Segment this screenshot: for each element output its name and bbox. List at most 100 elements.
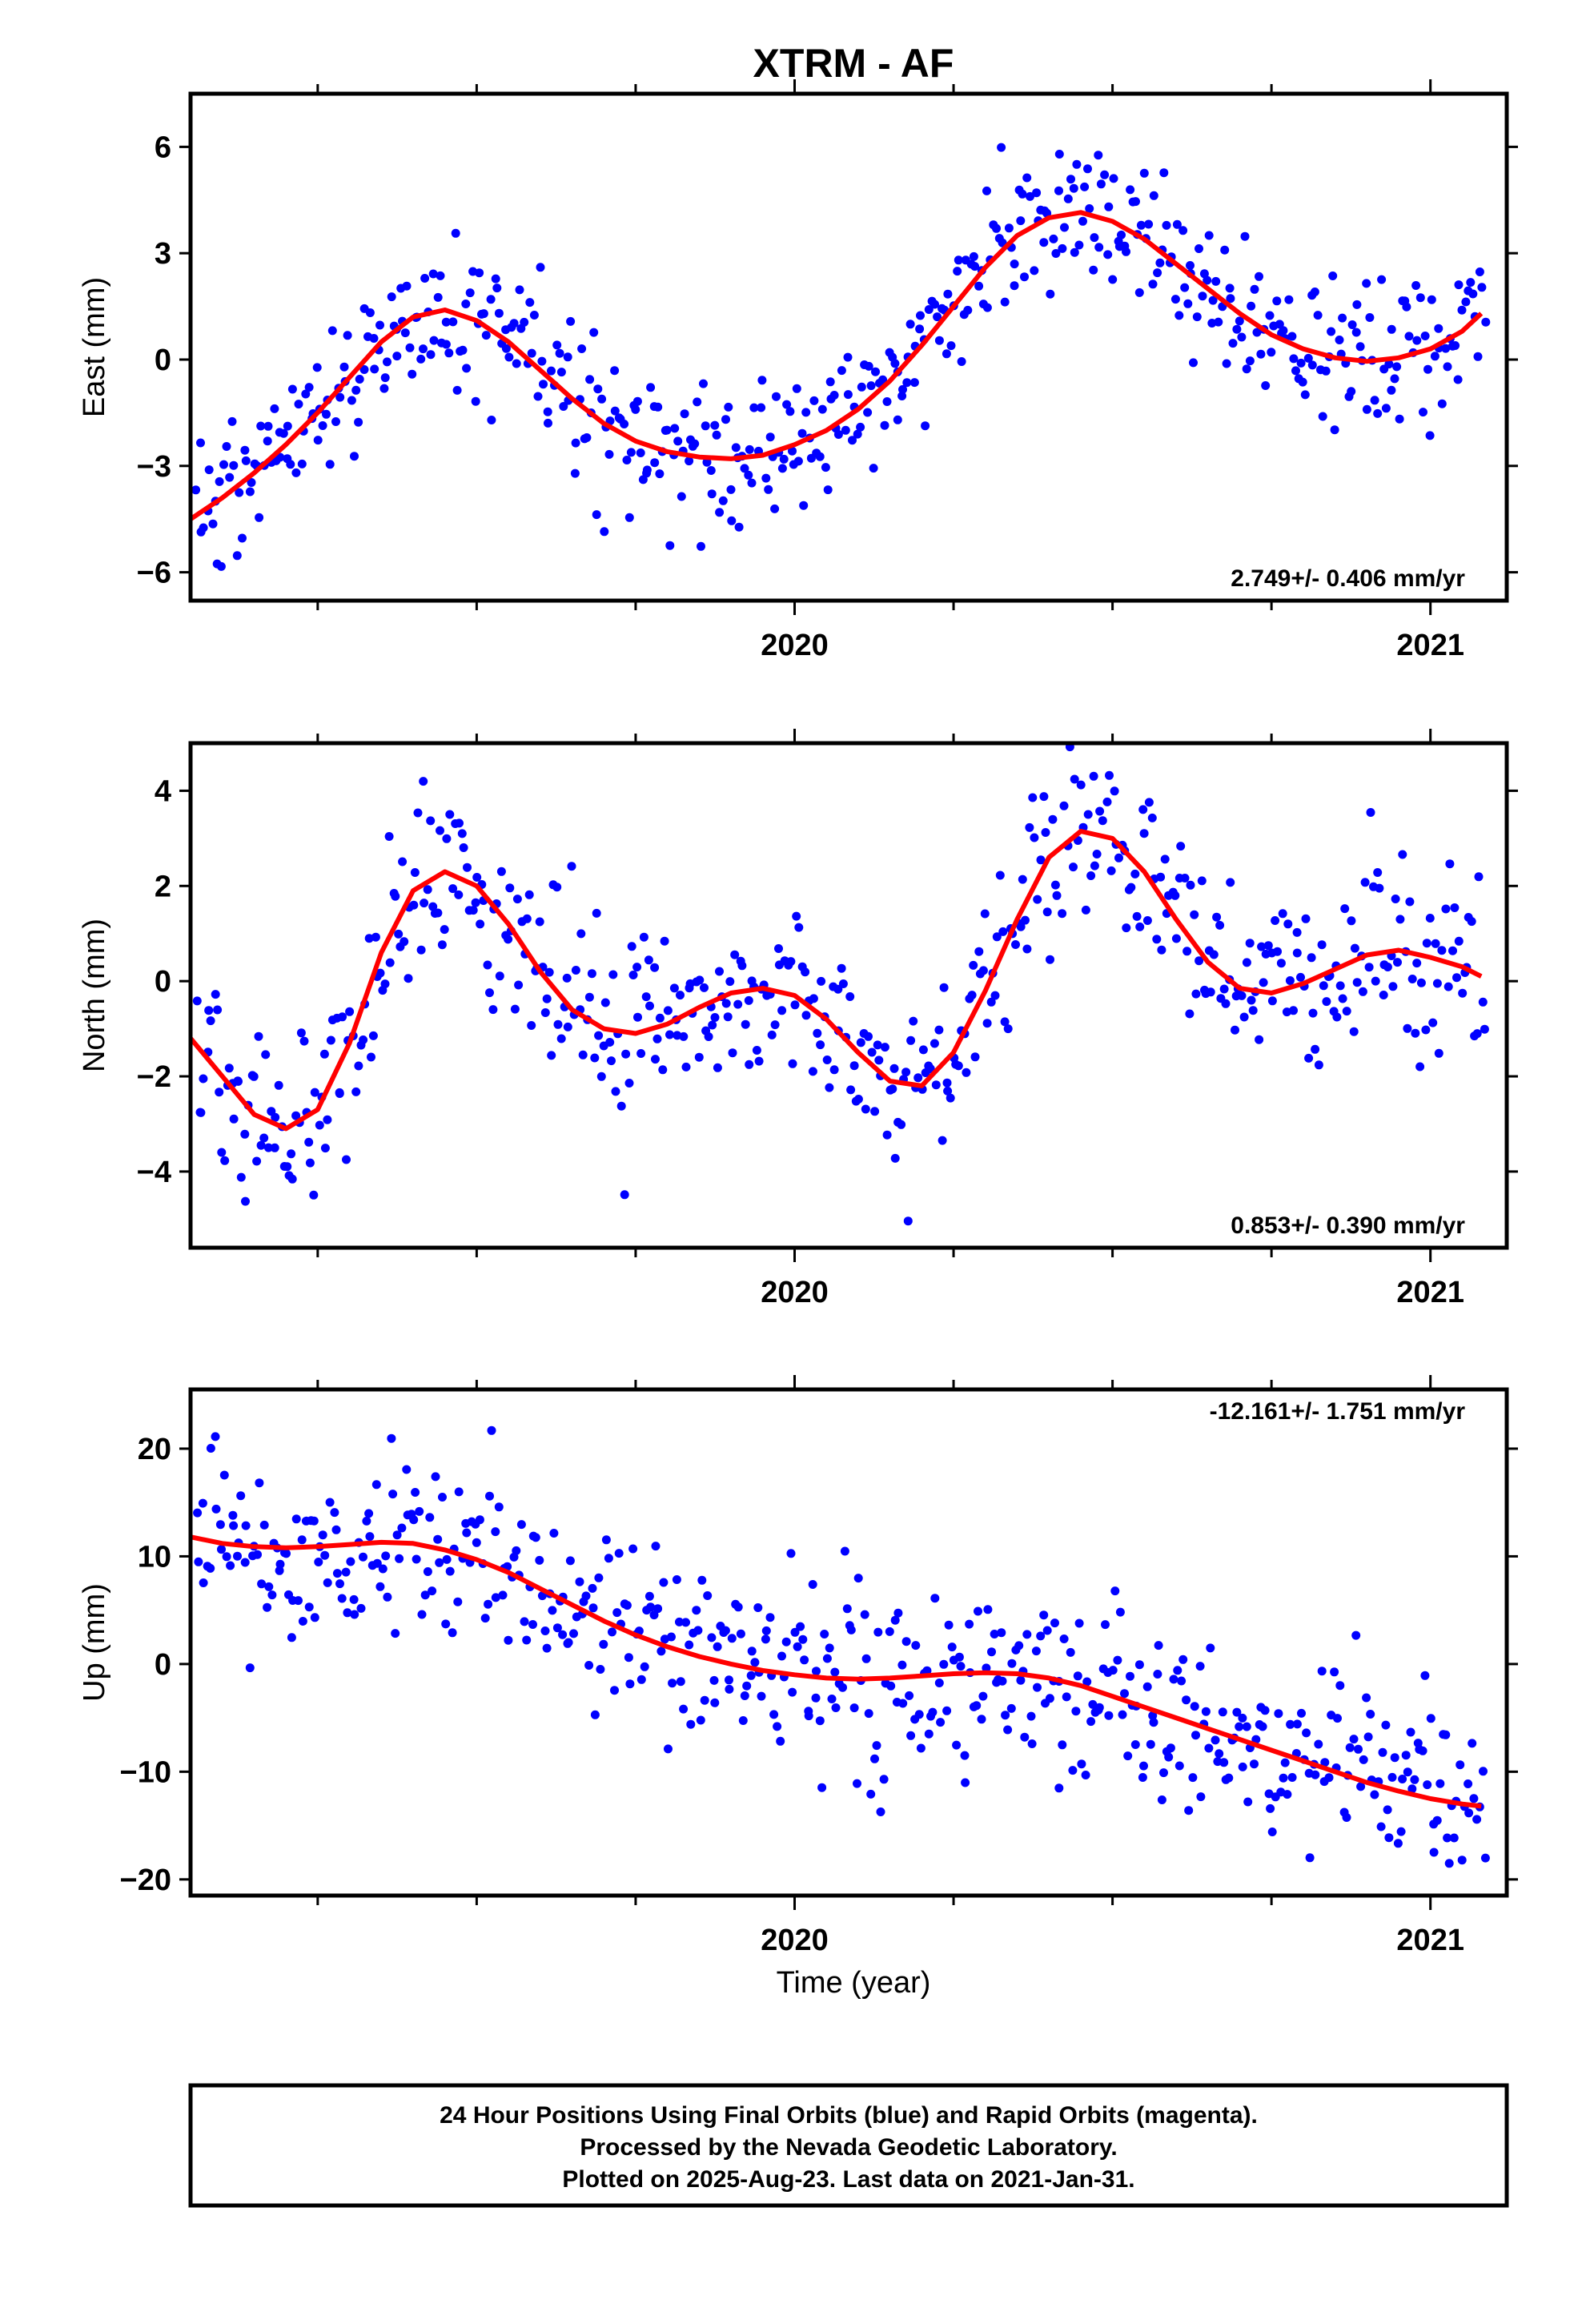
east-data-point <box>863 408 873 417</box>
east-data-point <box>570 468 580 478</box>
up-data-point <box>1342 1813 1351 1822</box>
east-data-point <box>1228 339 1238 348</box>
east-data-point <box>383 357 391 367</box>
north-data-point <box>620 1190 629 1200</box>
north-data-point <box>822 1055 832 1064</box>
north-data-point <box>375 968 385 978</box>
up-data-point <box>1149 1718 1158 1727</box>
east-data-point <box>322 409 331 419</box>
east-data-point <box>946 341 956 351</box>
east-data-point <box>283 421 292 431</box>
up-data-point <box>890 1615 900 1625</box>
north-data-point <box>587 969 596 979</box>
east-data-point <box>380 373 390 383</box>
north-data-point <box>650 963 660 972</box>
north-data-point <box>1190 910 1199 919</box>
east-data-point <box>1066 175 1075 184</box>
north-data-point <box>1278 909 1287 919</box>
north-data-point <box>1467 917 1476 927</box>
up-data-point <box>594 1573 604 1582</box>
north-data-point <box>1412 959 1422 968</box>
north-data-point <box>816 1040 825 1050</box>
north-data-point <box>234 1076 243 1086</box>
east-data-point <box>1370 396 1379 405</box>
east-data-point <box>1481 317 1491 327</box>
up-data-point <box>1164 1752 1174 1762</box>
east-data-point <box>1430 352 1439 361</box>
up-data-point <box>1311 1770 1320 1779</box>
east-data-point <box>815 452 825 461</box>
east-data-point <box>294 400 303 409</box>
up-data-point <box>1177 1676 1186 1686</box>
north-data-point <box>1448 946 1457 955</box>
up-data-point <box>415 1506 424 1516</box>
east-data-point <box>1245 356 1255 366</box>
up-data-point <box>309 1516 319 1526</box>
east-fit-curve <box>191 210 1484 521</box>
north-data-point <box>853 1095 863 1104</box>
up-data-point <box>1173 1666 1182 1675</box>
east-data-point <box>1256 349 1266 359</box>
up-data-point <box>442 1554 452 1564</box>
up-data-point <box>381 1551 391 1561</box>
east-data-point <box>471 396 480 406</box>
north-data-point <box>786 957 796 967</box>
up-data-point <box>549 1529 559 1538</box>
up-data-point <box>1154 1641 1163 1651</box>
north-data-point <box>1349 1027 1359 1036</box>
east-data-point <box>1198 292 1207 301</box>
north-data-point <box>1416 978 1426 987</box>
up-data-point <box>1195 1662 1205 1671</box>
east-data-point <box>405 343 415 352</box>
up-data-point <box>738 1716 748 1725</box>
north-ytick-label: 0 <box>155 965 171 999</box>
north-data-point <box>1101 724 1110 733</box>
up-data-point <box>672 1575 681 1584</box>
north-data-point <box>1122 923 1131 933</box>
up-data-point <box>1349 1735 1359 1744</box>
north-data-point <box>416 945 426 955</box>
north-data-point <box>880 1043 889 1052</box>
up-data-point <box>679 1704 689 1714</box>
up-data-point <box>601 1535 611 1545</box>
north-data-point <box>1231 1025 1239 1035</box>
x-axis-label: Time (year) <box>777 1966 931 2000</box>
up-data-point <box>781 1637 791 1647</box>
north-data-point <box>426 816 436 826</box>
east-data-point <box>1226 294 1235 304</box>
north-data-point <box>943 1086 953 1096</box>
east-data-point <box>1220 245 1230 255</box>
up-data-point <box>433 1534 443 1544</box>
east-frame <box>188 91 1509 603</box>
up-points <box>193 1425 1490 1868</box>
north-data-point <box>437 940 447 950</box>
east-data-point <box>1267 348 1276 357</box>
east-data-point <box>525 298 535 308</box>
north-data-point <box>496 866 506 876</box>
north-data-point <box>1050 880 1060 890</box>
east-data-point <box>1026 191 1034 201</box>
north-data-point <box>737 961 747 971</box>
north-ytick-label: 4 <box>155 774 171 808</box>
north-data-point <box>1083 810 1093 819</box>
up-data-point <box>298 1617 307 1626</box>
up-data-point <box>257 1579 267 1589</box>
east-data-point <box>527 348 536 358</box>
up-data-point <box>454 1487 464 1497</box>
north-data-point <box>1350 943 1359 953</box>
east-data-point <box>448 317 458 327</box>
up-data-point <box>365 1532 375 1542</box>
east-data-point <box>1148 279 1158 289</box>
east-data-point <box>1373 408 1383 418</box>
north-data-point <box>1042 907 1052 917</box>
east-data-point <box>1300 390 1310 400</box>
east-data-point <box>563 352 572 362</box>
east-xtick-label: 2020 <box>761 629 829 662</box>
up-data-point <box>1468 1739 1477 1748</box>
east-data-point <box>1085 204 1094 213</box>
north-data-point <box>725 977 735 987</box>
east-data-point <box>1063 194 1073 203</box>
up-data-point <box>1050 1618 1059 1628</box>
up-data-point <box>998 1676 1007 1686</box>
east-data-point <box>825 377 835 387</box>
